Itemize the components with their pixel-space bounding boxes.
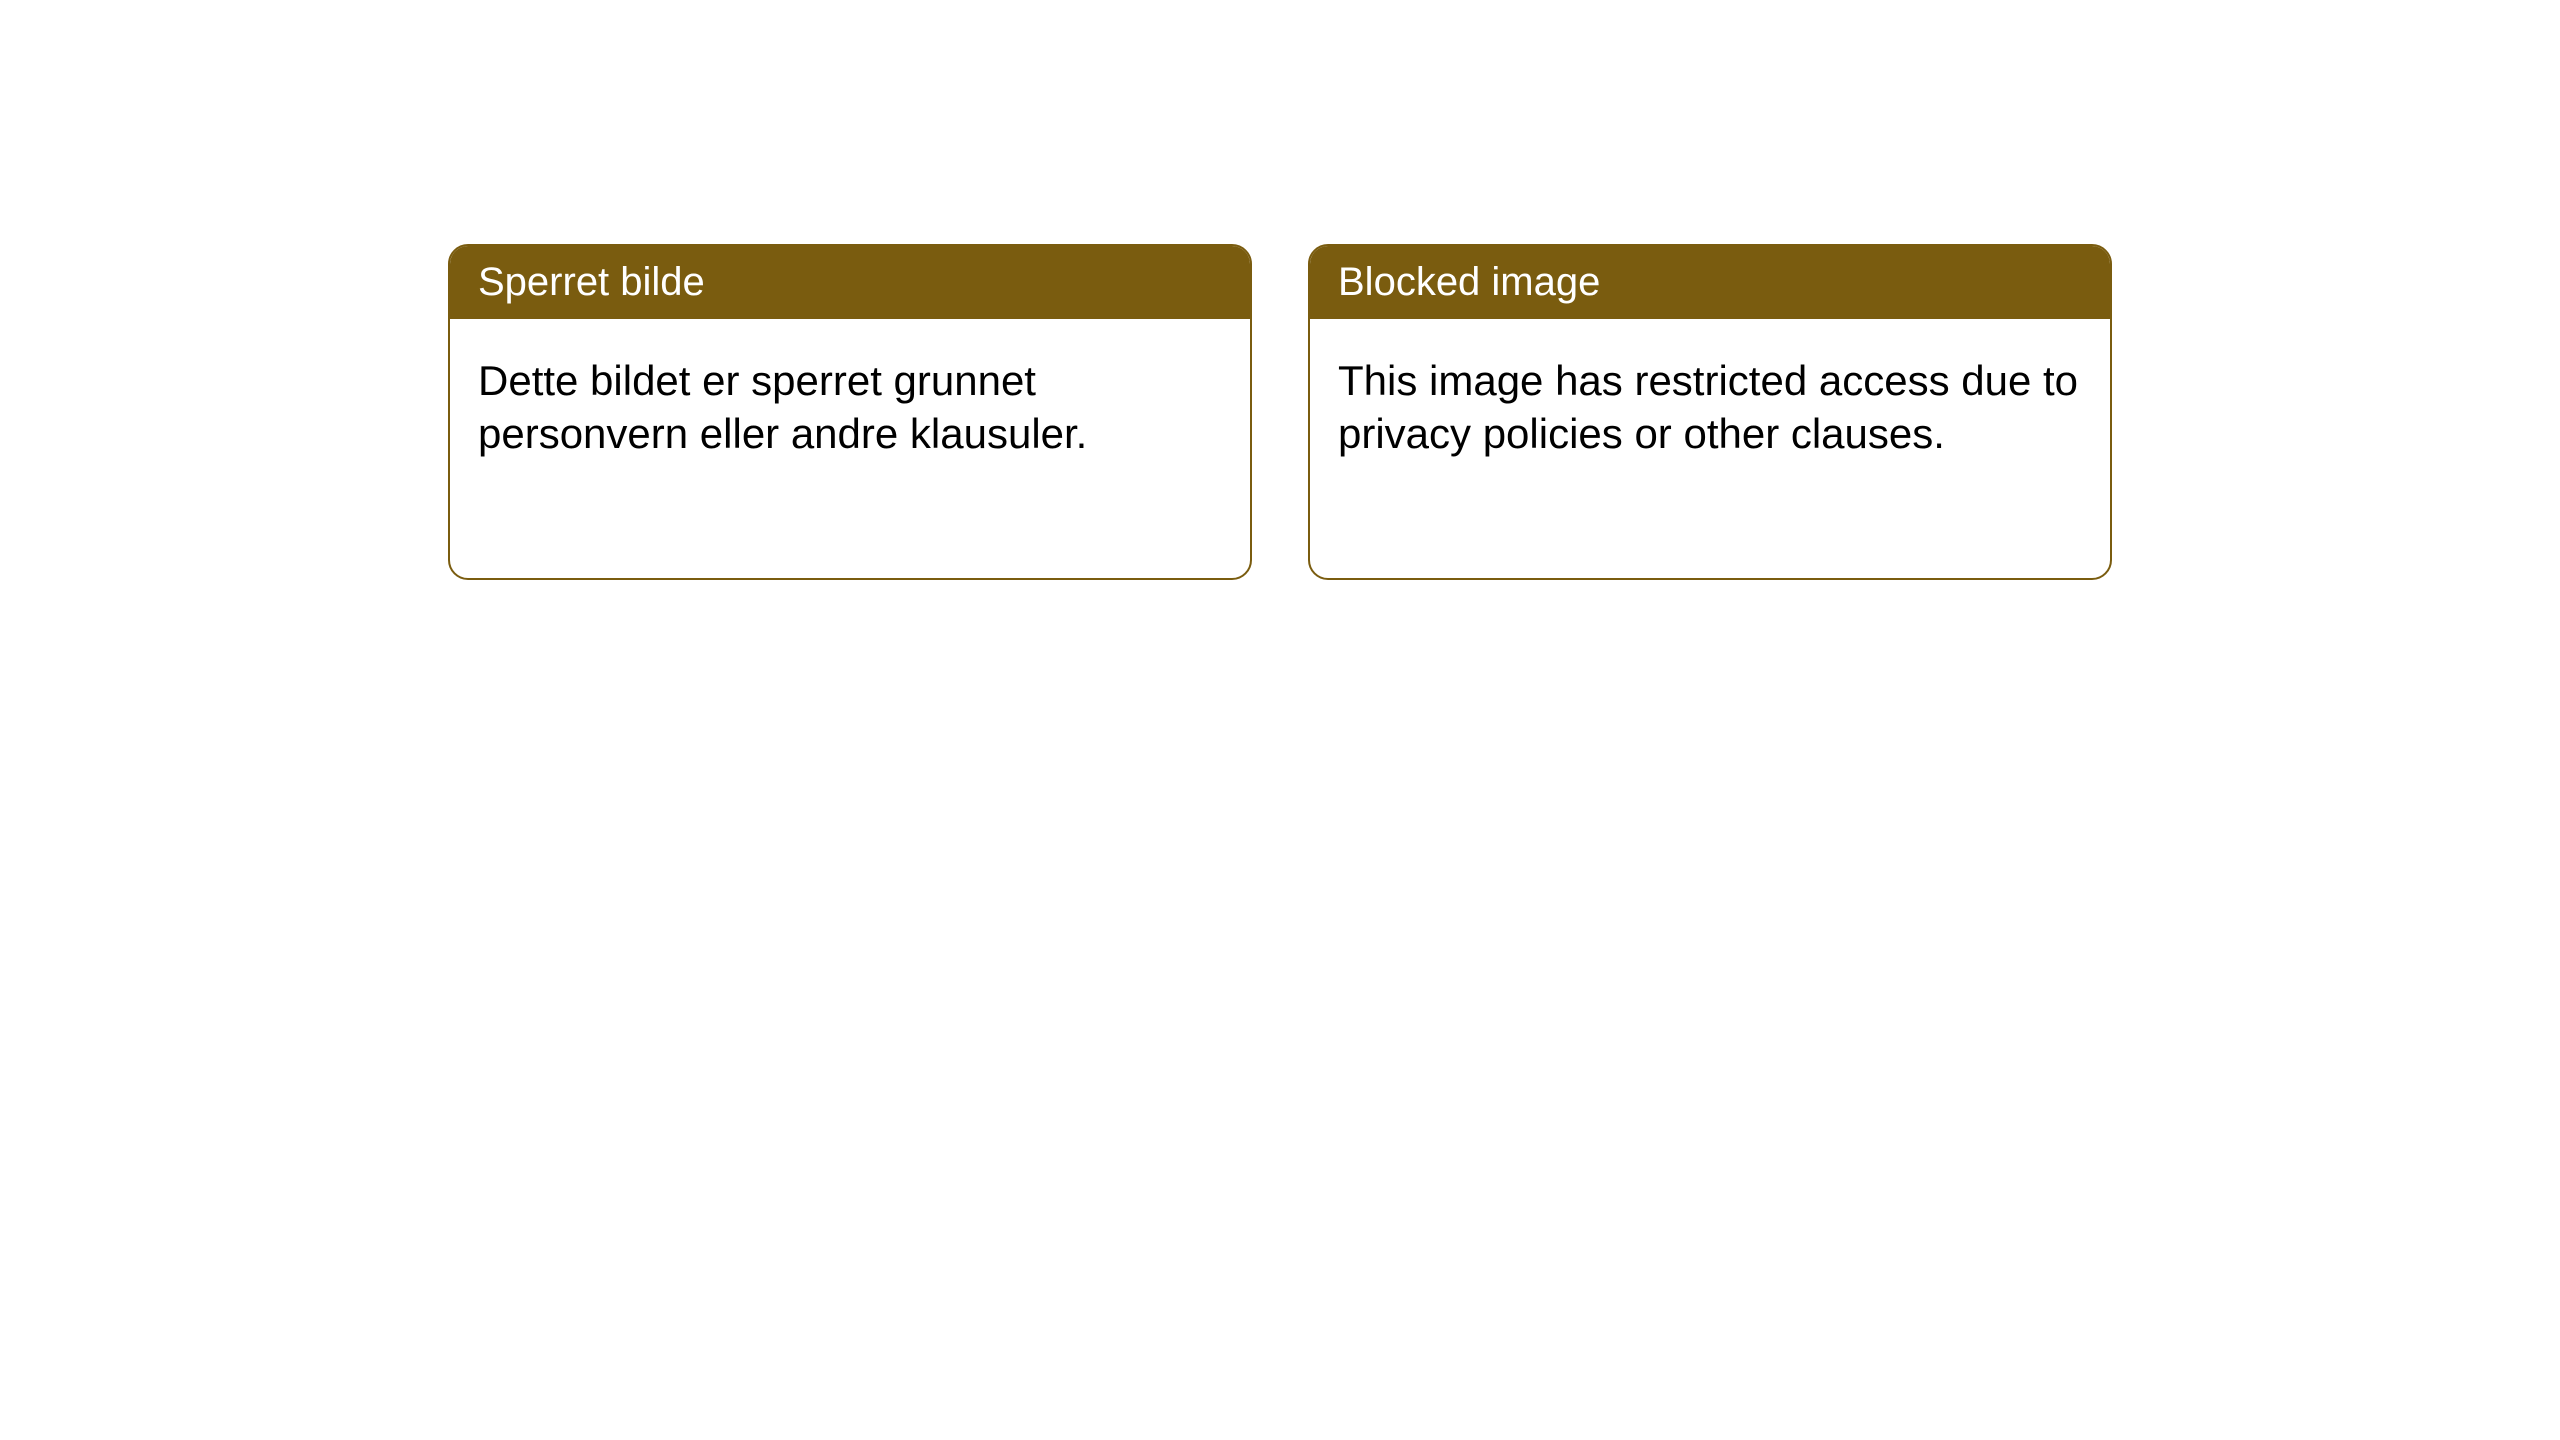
card-body: Dette bildet er sperret grunnet personve… [450,319,1250,496]
card-header: Blocked image [1310,246,2110,319]
card-title: Blocked image [1338,260,1600,304]
card-body: This image has restricted access due to … [1310,319,2110,496]
notice-card-norwegian: Sperret bilde Dette bildet er sperret gr… [448,244,1252,580]
card-title: Sperret bilde [478,260,705,304]
notice-card-english: Blocked image This image has restricted … [1308,244,2112,580]
card-body-text: Dette bildet er sperret grunnet personve… [478,357,1087,457]
notice-container: Sperret bilde Dette bildet er sperret gr… [448,244,2112,580]
card-header: Sperret bilde [450,246,1250,319]
card-body-text: This image has restricted access due to … [1338,357,2078,457]
